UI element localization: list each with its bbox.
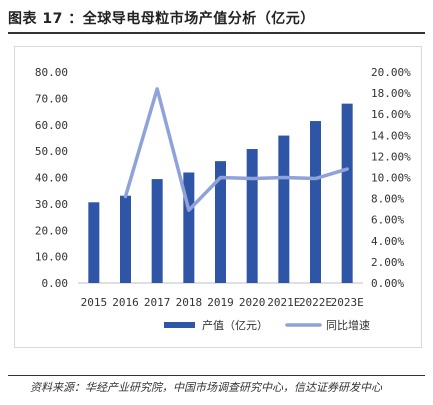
x-tick-label: 2016 (112, 296, 139, 309)
x-tick-label: 2017 (144, 296, 171, 309)
bar (120, 195, 131, 283)
y-left-tick-label: 60.00 (35, 119, 68, 132)
growth-point (345, 167, 349, 171)
legend-bar-label: 产值（亿元） (202, 318, 268, 332)
x-tick-label: 2020 (239, 296, 266, 309)
bar (341, 103, 353, 284)
y-right-tick-label: 2.00% (371, 256, 404, 269)
chart-svg: 0.00 10.00 20.00 30.00 40.00 50.00 60.00 70.00 8… (35, 66, 411, 332)
y-left-tick-label: 30.00 (35, 198, 68, 211)
title-divider (8, 32, 425, 34)
growth-point (250, 177, 254, 181)
y-right-tick-label: 8.00% (371, 193, 404, 206)
x-tick-label: 2022E (299, 296, 332, 309)
y-right-tick-label: 12.00% (371, 150, 411, 163)
x-tick-label: 2015 (81, 296, 108, 309)
growth-point (219, 176, 222, 179)
y-right-tick-label: 18.00% (371, 87, 411, 100)
chart-title: 图表 17 ：全球导电母粒市场产值分析（亿元） (8, 11, 315, 27)
x-tick-label: 2019 (207, 296, 234, 309)
legend-bar-swatch (164, 322, 195, 328)
growth-point (124, 194, 127, 198)
bar (278, 135, 290, 283)
bar (88, 202, 100, 283)
bar (183, 172, 195, 283)
y-right-tick-label: 0.00% (371, 277, 404, 290)
y-left-tick-label: 40.00 (35, 172, 68, 185)
y-right-tick-label: 14.00% (371, 129, 411, 142)
source-note: 资料来源：华经产业研究院，中国市场调查研究中心，信达证券研发中心 (30, 381, 382, 394)
y-right-tick-label: 6.00% (371, 214, 404, 227)
y-left-tick-label: 20.00 (35, 224, 68, 237)
legend-line-label: 同比增速 (326, 318, 370, 332)
growth-point (314, 177, 317, 181)
growth-point (282, 176, 286, 179)
growth-point (187, 208, 191, 212)
y-right-tick-label: 10.00% (371, 172, 411, 185)
x-tick-label: 2018 (176, 296, 203, 309)
bar (215, 161, 226, 283)
y-left-tick-label: 80.00 (35, 66, 68, 79)
y-left-tick-label: 0.00 (42, 277, 69, 290)
x-tick-label: 2021E (267, 296, 300, 309)
source-divider (8, 375, 425, 376)
bar (151, 179, 163, 283)
y-left-tick-label: 70.00 (35, 92, 68, 105)
y-right-tick-label: 16.00% (371, 108, 411, 121)
bar (310, 121, 321, 284)
y-left-tick-label: 10.00 (35, 251, 68, 264)
y-right-tick-label: 4.00% (371, 235, 404, 248)
y-right-tick-label: 20.00% (371, 66, 411, 79)
bar (246, 149, 258, 283)
y-left-tick-label: 50.00 (35, 145, 68, 158)
growth-point (155, 87, 159, 91)
growth-line (123, 87, 349, 212)
x-tick-label: 2023E (331, 296, 364, 309)
chart-container: 0.00 10.00 20.00 30.00 40.00 50.00 60.00 70.00 8… (14, 46, 422, 348)
